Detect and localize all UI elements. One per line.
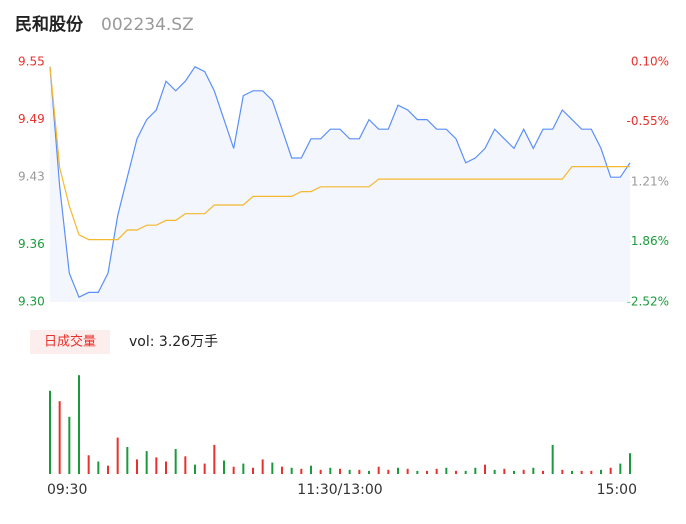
volume-bar xyxy=(261,459,264,474)
volume-bar xyxy=(87,455,90,474)
y-tick-label: 9.49 xyxy=(18,112,45,126)
volume-bar xyxy=(503,468,506,474)
volume-bar xyxy=(319,469,322,474)
volume-bar xyxy=(571,470,573,474)
volume-bar xyxy=(397,467,399,474)
volume-bar xyxy=(464,470,467,474)
y2-tick-label: -0.55% xyxy=(627,114,669,128)
volume-bar xyxy=(377,466,380,474)
volume-bar xyxy=(493,469,496,474)
y-tick-label: 9.55 xyxy=(18,55,45,69)
volume-bar xyxy=(561,469,564,474)
volume-bar xyxy=(194,464,196,474)
volume-bar xyxy=(213,444,216,474)
volume-bar xyxy=(619,463,622,474)
y-tick-label: 9.36 xyxy=(18,237,45,251)
volume-bar xyxy=(348,469,351,474)
volume-bar xyxy=(435,468,438,474)
volume-bar xyxy=(58,401,61,474)
volume-bar xyxy=(522,469,525,474)
volume-bar xyxy=(281,466,283,474)
volume-bar xyxy=(600,469,602,474)
y2-tick-label: -1.86% xyxy=(627,234,669,248)
volume-bar xyxy=(107,465,109,474)
volume-bar xyxy=(252,467,254,474)
stock-name: 民和股份 xyxy=(15,14,84,35)
y-tick-label: 9.30 xyxy=(18,295,45,309)
volume-bar xyxy=(310,465,312,474)
volume-bar xyxy=(580,470,583,474)
volume-bar xyxy=(445,467,448,474)
stock-code: 002234.SZ xyxy=(101,15,194,35)
series-line xyxy=(49,66,630,241)
volume-bar xyxy=(174,449,177,474)
volume-bar xyxy=(203,463,206,474)
volume-bar xyxy=(513,470,515,474)
x-tick-label: 09:30 xyxy=(47,482,87,498)
x-tick-label: 11:30/13:00 xyxy=(297,482,382,498)
volume-badge: 日成交量 xyxy=(44,334,96,350)
volume-bar xyxy=(551,444,554,474)
volume-bar xyxy=(542,470,544,474)
volume-bar xyxy=(358,469,361,474)
volume-bar xyxy=(49,390,51,474)
volume-bar xyxy=(78,375,80,474)
y2-tick-label: -2.52% xyxy=(627,295,669,309)
volume-bar xyxy=(368,470,370,474)
y2-tick-label: -1.21% xyxy=(627,175,669,189)
badge-bg xyxy=(30,330,110,354)
volume-bar xyxy=(68,416,71,474)
volume-bar xyxy=(165,461,167,474)
volume-bar xyxy=(223,460,225,474)
y2-tick-label: 0.10% xyxy=(631,55,669,69)
y-tick-label: 9.43 xyxy=(18,170,45,184)
volume-bar xyxy=(136,459,138,474)
volume-bar xyxy=(339,468,341,474)
volume-bar xyxy=(629,453,631,474)
volume-bar xyxy=(387,469,390,474)
price-area xyxy=(50,66,630,302)
volume-bar xyxy=(426,470,428,474)
volume-bar xyxy=(609,467,612,474)
volume-bar xyxy=(406,468,409,474)
volume-bar xyxy=(145,451,148,474)
volume-bar xyxy=(590,470,593,474)
volume-bar xyxy=(242,463,245,474)
x-tick-label: 15:00 xyxy=(597,482,637,498)
volume-bar xyxy=(474,467,477,474)
volume-bar xyxy=(184,456,187,474)
volume-bar xyxy=(116,437,119,474)
series-line xyxy=(49,66,631,299)
volume-label: vol: 3.26万手 xyxy=(129,334,218,350)
volume-bar xyxy=(532,467,535,474)
volume-bar xyxy=(271,462,274,474)
volume-bar xyxy=(290,467,293,474)
volume-bar xyxy=(155,457,158,474)
volume-bar xyxy=(455,470,457,474)
volume-bar xyxy=(126,446,129,474)
volume-bar xyxy=(97,461,100,474)
volume-bar xyxy=(416,470,419,474)
volume-bar xyxy=(329,467,332,474)
volume-bar xyxy=(484,464,486,474)
volume-bar xyxy=(300,468,303,474)
volume-bar xyxy=(232,466,235,474)
